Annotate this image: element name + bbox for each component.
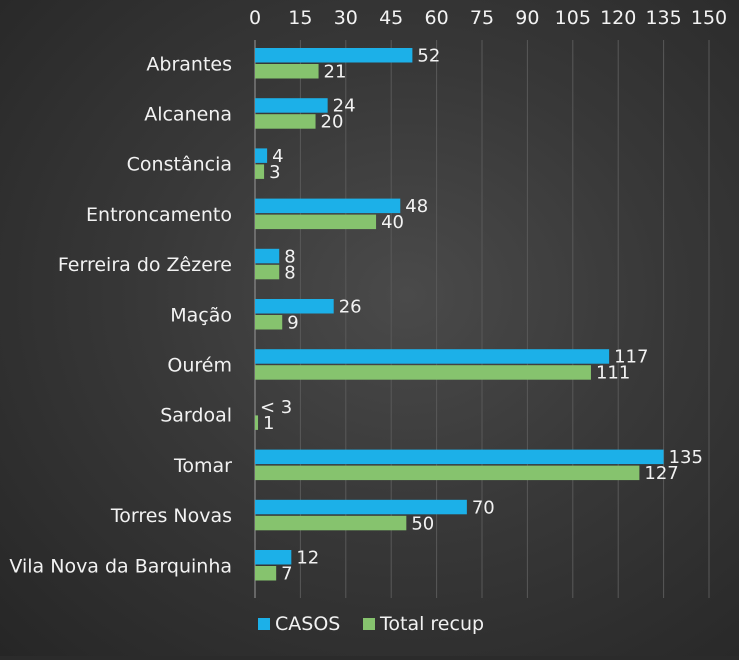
x-tick-label-30: 30 [334,7,358,29]
x-tick-label-60: 60 [425,7,449,29]
data-label-casos: 12 [296,548,319,569]
data-label-casos: 48 [405,196,428,217]
category-label: Mação [170,304,232,326]
bar-total-recup [255,214,377,230]
x-tick-label-135: 135 [645,7,681,29]
data-label-total-recup: 9 [287,313,298,334]
data-label-casos: 135 [669,447,703,468]
bar-casos [255,550,292,565]
bar-casos [255,148,268,163]
data-label-casos: 70 [472,497,495,518]
bar-casos [255,198,401,214]
bar-casos [255,349,610,364]
category-label: Ourém [167,354,232,376]
category-label: Tomar [173,455,232,477]
data-label-total-recup: 111 [596,363,630,384]
bar-total-recup [255,315,283,330]
data-label-casos: 52 [417,46,440,67]
data-label-casos: 26 [339,297,362,318]
bar-total-recup [255,64,319,79]
bar-casos [255,499,467,515]
category-label: Torres Novas [110,505,232,527]
bar-total-recup [255,365,591,380]
x-tick-label-75: 75 [470,7,494,29]
category-label: Ferreira do Zêzere [58,254,232,276]
data-label-total-recup: 21 [324,62,347,83]
bar-casos [255,48,413,63]
x-tick-label-105: 105 [555,7,591,29]
data-label-casos: < 3 [260,397,292,418]
bar-total-recup [255,415,259,430]
x-tick-label-15: 15 [288,7,312,29]
bar-casos [255,299,334,314]
bar-total-recup [255,164,265,179]
data-label-total-recup: 1 [263,413,274,434]
category-label: Alcanena [144,103,232,125]
data-label-casos: 4 [272,146,283,167]
category-label: Constância [127,154,232,176]
x-tick-label-45: 45 [379,7,403,29]
legend-swatch-casos [258,618,270,630]
x-tick-label-90: 90 [515,7,539,29]
bar-casos [255,248,280,264]
category-label: Vila Nova da Barquinha [9,555,232,577]
legend-label-total-recup: Total recup [379,613,484,635]
legend-swatch-total-recup [363,618,375,630]
data-label-casos: 24 [333,96,356,117]
x-tick-label-0: 0 [249,7,261,29]
data-label-total-recup: 127 [644,463,678,484]
x-tick-label-150: 150 [691,7,727,29]
bar-total-recup [255,515,407,531]
data-label-total-recup: 3 [269,162,280,183]
data-label-total-recup: 40 [381,212,404,233]
bar-casos [255,98,328,113]
category-label: Abrantes [146,53,232,75]
data-label-casos: 8 [284,246,295,267]
legend-label-casos: CASOS [275,613,340,635]
bar-total-recup [255,114,316,129]
category-label: Entroncamento [86,204,232,226]
x-tick-label-120: 120 [600,7,636,29]
data-label-casos: 117 [614,347,648,368]
data-label-total-recup: 7 [281,564,292,585]
data-label-total-recup: 8 [284,262,295,283]
bar-casos [255,449,664,465]
bar-total-recup [255,566,277,581]
data-label-total-recup: 20 [321,112,344,133]
data-label-total-recup: 50 [411,513,434,534]
bar-total-recup [255,264,280,280]
category-label: Sardoal [160,405,232,427]
bar-total-recup [255,465,640,481]
